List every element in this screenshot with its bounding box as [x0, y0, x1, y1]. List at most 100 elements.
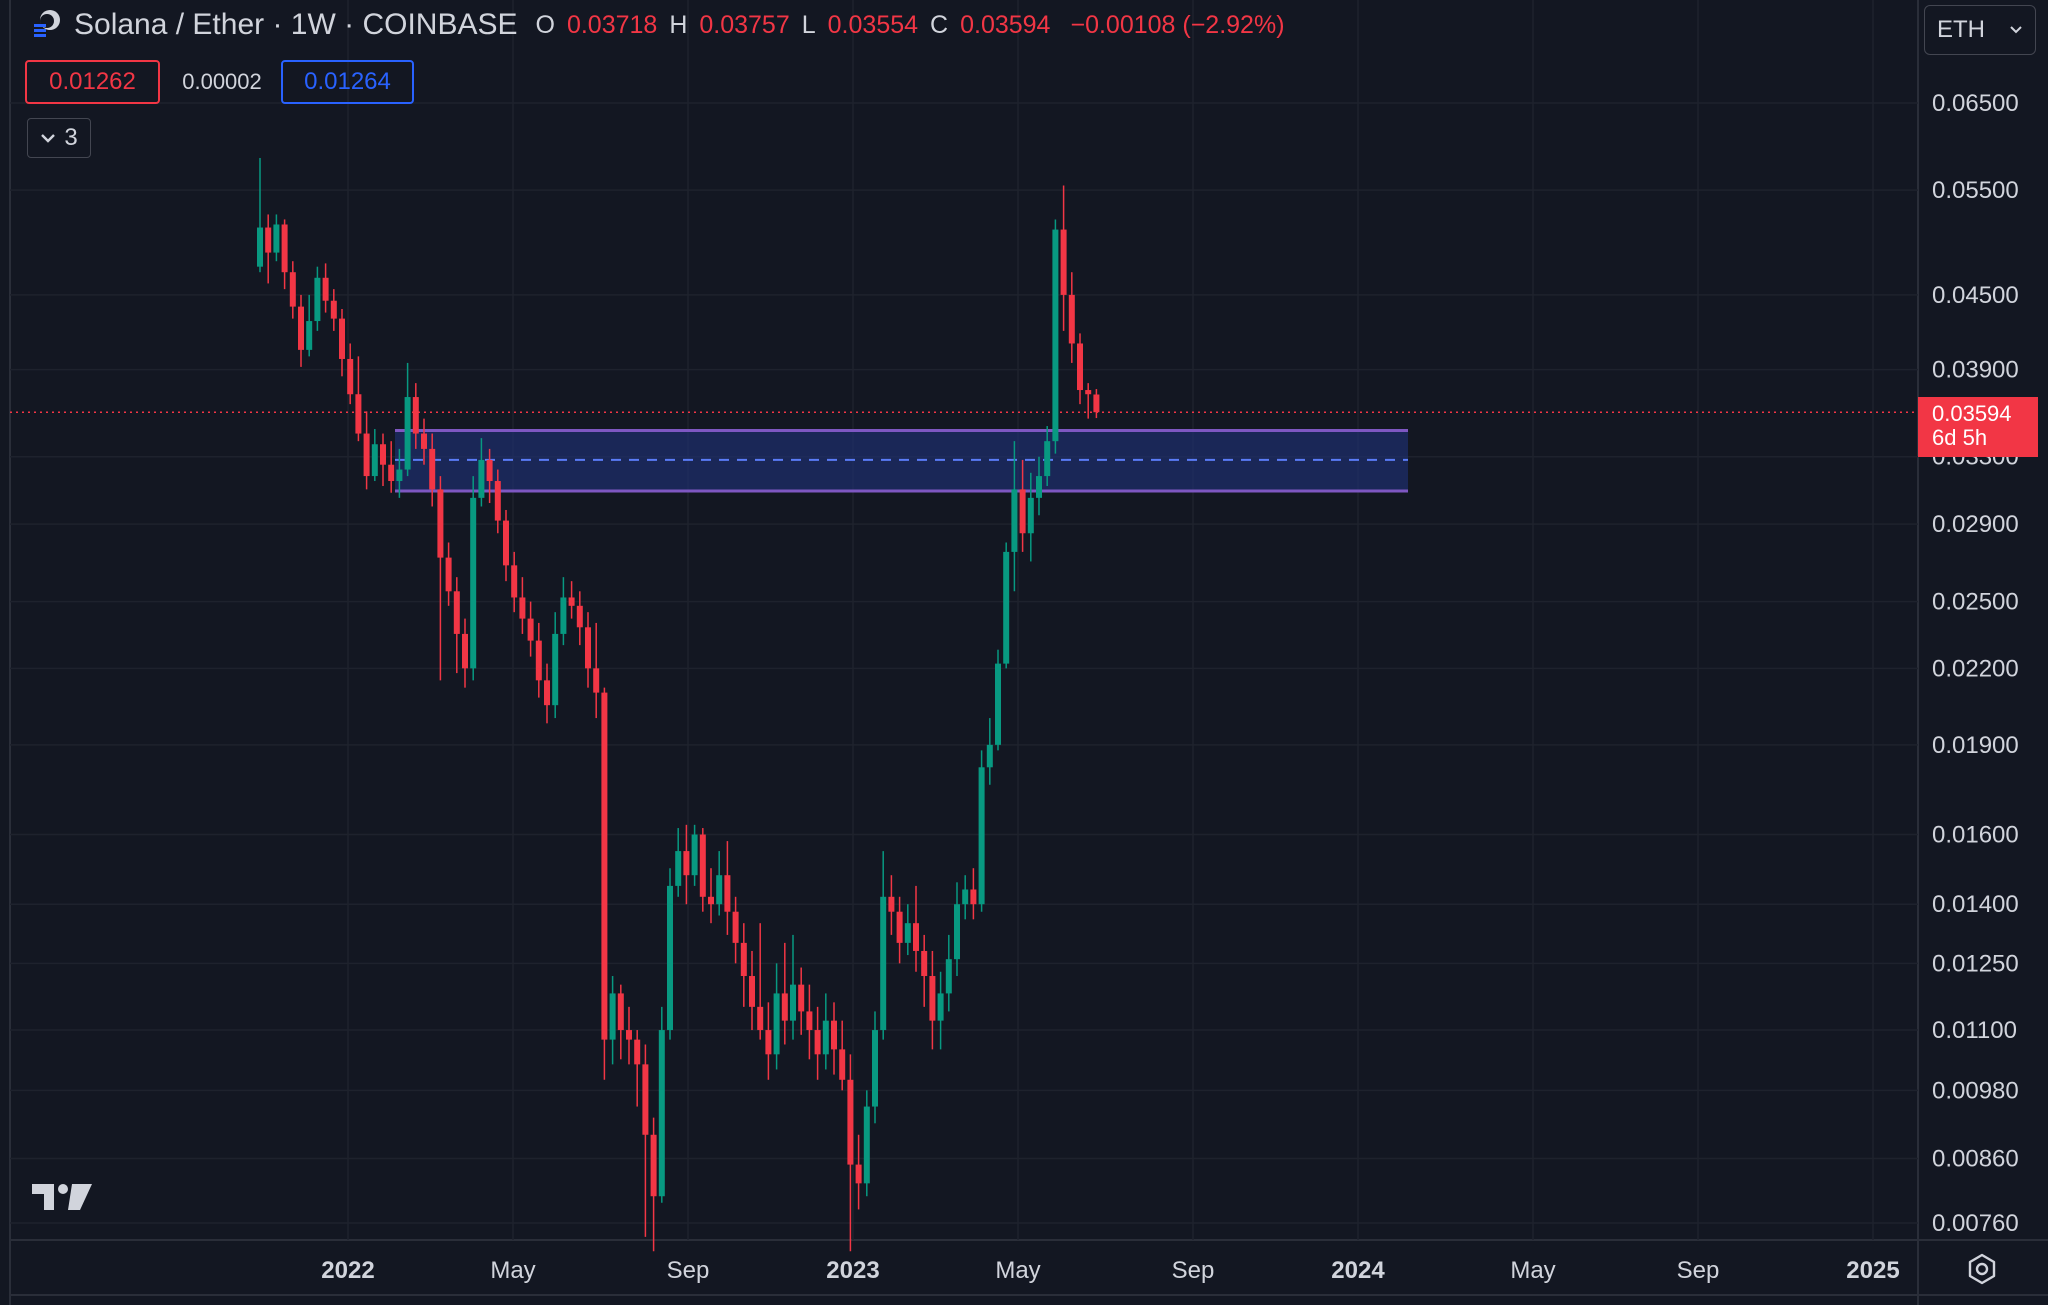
- tradingview-logo-icon[interactable]: [30, 1180, 94, 1221]
- candle-body: [371, 444, 378, 477]
- candle-body: [937, 993, 944, 1021]
- candle-body: [978, 767, 985, 905]
- candle-body: [683, 851, 690, 876]
- candle-body: [544, 680, 550, 706]
- low-value: 0.03554: [827, 10, 919, 39]
- candle-body: [281, 224, 288, 273]
- candle-body: [609, 993, 616, 1040]
- candle-body: [790, 984, 796, 1021]
- candle-body: [913, 923, 919, 951]
- candle-body: [1011, 489, 1018, 552]
- candle-body: [954, 904, 960, 960]
- candle-body: [462, 633, 468, 669]
- candle-body: [470, 497, 477, 669]
- candle-body: [872, 1030, 878, 1107]
- buy-price-button[interactable]: 0.01264: [281, 60, 414, 104]
- candle-body: [421, 433, 427, 449]
- price-tick-label: 0.02900: [1932, 511, 2019, 538]
- price-tick-label: 0.06500: [1932, 90, 2019, 117]
- candle-body: [642, 1064, 649, 1135]
- price-tick-label: 0.00860: [1932, 1145, 2019, 1172]
- symbol-title[interactable]: Solana / Ether · 1W · COINBASE: [74, 8, 518, 41]
- candle-body: [265, 227, 272, 253]
- candle-body: [1060, 229, 1067, 295]
- candle-body: [732, 911, 739, 943]
- candle-body: [634, 1039, 641, 1065]
- candle-body: [322, 277, 329, 301]
- settings-gear-icon[interactable]: [1965, 1252, 1999, 1291]
- close-label: C: [930, 10, 949, 39]
- candle-body: [576, 605, 583, 628]
- candle-body: [822, 1020, 829, 1055]
- candle-body: [675, 851, 682, 886]
- candle-body: [445, 557, 452, 592]
- indicators-toggle-button[interactable]: 3: [27, 118, 91, 158]
- candle-body: [847, 1079, 854, 1165]
- time-tick-label: 2022: [321, 1257, 374, 1284]
- bar-countdown: 6d 5h: [1932, 425, 1988, 450]
- low-label: L: [801, 10, 816, 39]
- open-label: O: [535, 10, 555, 39]
- time-tick-label: May: [995, 1257, 1040, 1284]
- candle-body: [880, 896, 887, 1031]
- candle-body: [1019, 489, 1026, 534]
- chart-legend: Solana / Ether · 1W · COINBASE O 0.03718 …: [30, 8, 1285, 42]
- open-value: 0.03718: [566, 10, 658, 39]
- currency-value: ETH: [1937, 16, 1985, 43]
- candle-body: [289, 272, 296, 307]
- candle-body: [503, 520, 509, 566]
- candle-body: [298, 306, 304, 350]
- candle-body: [863, 1106, 870, 1184]
- price-tick-label: 0.00760: [1932, 1210, 2019, 1237]
- candle-body: [757, 1006, 764, 1031]
- candle-body: [986, 744, 993, 768]
- candle-body: [691, 834, 698, 876]
- time-tick-label: 2024: [1331, 1257, 1385, 1284]
- time-tick-label: Sep: [1677, 1257, 1720, 1284]
- candle-body: [519, 597, 526, 619]
- candle-body: [716, 875, 723, 905]
- candle-body: [904, 923, 911, 943]
- candle-body: [888, 896, 895, 912]
- candle-body: [896, 911, 903, 943]
- currency-select[interactable]: ETH: [1924, 5, 2036, 55]
- price-tick-label: 0.01600: [1932, 822, 2019, 849]
- candle-body: [699, 834, 706, 897]
- candle-body: [412, 397, 419, 434]
- candle-body: [404, 397, 411, 470]
- candle-body: [585, 627, 591, 669]
- candle-body: [970, 889, 977, 905]
- candle-body: [658, 1030, 665, 1197]
- price-tick-label: 0.04500: [1932, 282, 2019, 309]
- price-tick-label: 0.00980: [1932, 1077, 2019, 1104]
- candle-body: [257, 227, 263, 267]
- candle-body: [781, 993, 788, 1021]
- price-change: −0.00108 (−2.92%): [1070, 10, 1285, 39]
- candle-body: [363, 433, 370, 477]
- price-tick-label: 0.01400: [1932, 891, 2019, 918]
- candle-body: [929, 976, 936, 1021]
- candle-body: [552, 633, 559, 706]
- candle-body: [380, 444, 386, 465]
- candle-body: [708, 896, 714, 905]
- candle-body: [429, 448, 436, 490]
- time-tick-label: 2025: [1846, 1257, 1899, 1284]
- candle-body: [478, 459, 485, 498]
- time-tick-label: 2023: [826, 1257, 879, 1284]
- candle-body: [1093, 394, 1100, 413]
- price-tick-label: 0.01100: [1932, 1017, 2017, 1044]
- candle-body: [945, 959, 952, 994]
- candle-body: [314, 277, 321, 322]
- solana-symbol-icon[interactable]: [30, 8, 64, 42]
- candle-body: [839, 1049, 846, 1080]
- candle-body: [798, 984, 805, 1012]
- candle-body: [437, 489, 444, 558]
- sell-price-button[interactable]: 0.01262: [25, 60, 160, 104]
- price-tick-label: 0.02500: [1932, 589, 2019, 616]
- price-tick-label: 0.01900: [1932, 732, 2019, 759]
- candle-body: [1044, 441, 1051, 477]
- price-tick-label: 0.05500: [1932, 177, 2019, 204]
- time-tick-label: Sep: [1172, 1257, 1215, 1284]
- candle-body: [388, 464, 395, 482]
